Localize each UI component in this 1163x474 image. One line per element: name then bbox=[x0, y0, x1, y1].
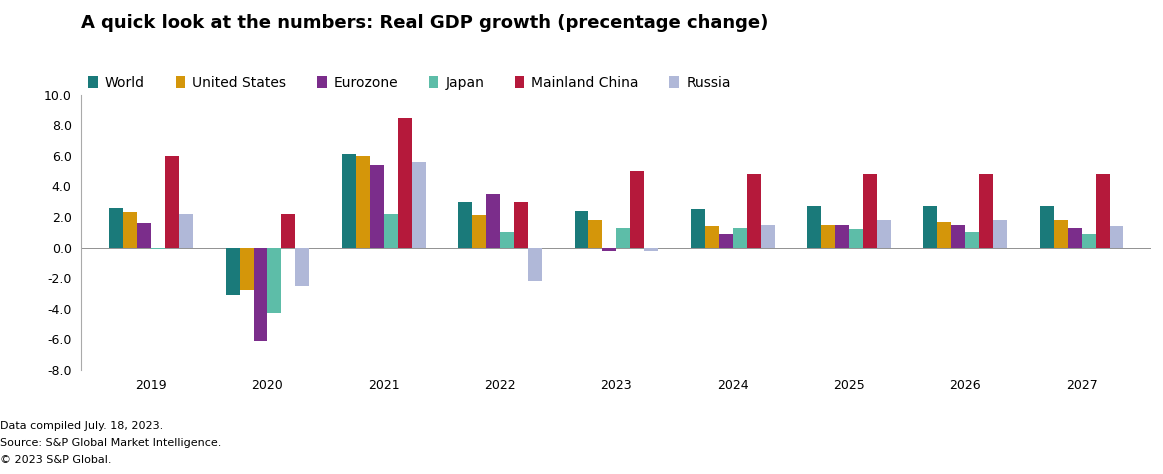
Bar bbox=[849, 229, 863, 247]
Legend: World, United States, Eurozone, Japan, Mainland China, Russia: World, United States, Eurozone, Japan, M… bbox=[88, 76, 730, 90]
Text: A quick look at the numbers: Real GDP growth (precentage change): A quick look at the numbers: Real GDP gr… bbox=[81, 14, 769, 32]
Bar bbox=[458, 202, 472, 247]
Bar bbox=[993, 220, 1007, 247]
Bar bbox=[807, 206, 821, 247]
Bar bbox=[295, 247, 309, 286]
Bar bbox=[514, 202, 528, 247]
Bar bbox=[602, 247, 616, 251]
Bar bbox=[644, 247, 658, 251]
Text: Data compiled July. 18, 2023.: Data compiled July. 18, 2023. bbox=[0, 421, 163, 431]
Bar bbox=[761, 225, 775, 247]
Bar bbox=[109, 208, 123, 247]
Bar bbox=[370, 165, 384, 247]
Bar bbox=[1082, 234, 1096, 247]
Bar bbox=[747, 174, 761, 247]
Bar bbox=[384, 214, 398, 247]
Bar bbox=[965, 232, 979, 247]
Text: © 2023 S&P Global.: © 2023 S&P Global. bbox=[0, 455, 112, 465]
Bar bbox=[267, 247, 281, 313]
Bar bbox=[151, 247, 165, 249]
Bar bbox=[486, 194, 500, 247]
Bar bbox=[398, 118, 412, 247]
Bar bbox=[1040, 206, 1054, 247]
Bar bbox=[979, 174, 993, 247]
Bar bbox=[616, 228, 630, 247]
Bar bbox=[877, 220, 891, 247]
Text: Source: S&P Global Market Intelligence.: Source: S&P Global Market Intelligence. bbox=[0, 438, 221, 448]
Bar bbox=[719, 234, 733, 247]
Bar bbox=[733, 228, 747, 247]
Bar bbox=[630, 171, 644, 247]
Bar bbox=[1096, 174, 1110, 247]
Bar bbox=[1054, 220, 1068, 247]
Bar bbox=[937, 221, 951, 247]
Bar bbox=[356, 156, 370, 247]
Bar bbox=[240, 247, 254, 290]
Bar bbox=[165, 156, 179, 247]
Bar bbox=[691, 210, 705, 247]
Bar bbox=[342, 155, 356, 247]
Bar bbox=[123, 212, 137, 247]
Bar bbox=[500, 232, 514, 247]
Bar bbox=[254, 247, 267, 341]
Bar bbox=[951, 225, 965, 247]
Bar bbox=[137, 223, 151, 247]
Bar bbox=[705, 226, 719, 247]
Bar bbox=[588, 220, 602, 247]
Bar bbox=[863, 174, 877, 247]
Bar bbox=[472, 216, 486, 247]
Bar bbox=[1068, 228, 1082, 247]
Bar bbox=[1110, 226, 1123, 247]
Bar bbox=[179, 214, 193, 247]
Bar bbox=[412, 162, 426, 247]
Bar bbox=[226, 247, 240, 295]
Bar bbox=[575, 211, 588, 247]
Bar bbox=[835, 225, 849, 247]
Bar bbox=[528, 247, 542, 281]
Bar bbox=[281, 214, 295, 247]
Bar bbox=[821, 225, 835, 247]
Bar bbox=[923, 206, 937, 247]
